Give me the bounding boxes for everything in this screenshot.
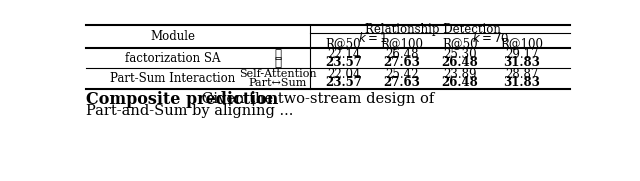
Text: Part-and-Sum by aligning ...: Part-and-Sum by aligning ... [86, 104, 294, 118]
Text: Module: Module [150, 30, 195, 43]
Text: 31.83: 31.83 [503, 76, 540, 89]
Text: $k = 1$: $k = 1$ [358, 31, 387, 45]
Text: 23.57: 23.57 [325, 76, 362, 89]
Text: 23.89: 23.89 [443, 68, 477, 81]
Text: 23.57: 23.57 [325, 56, 362, 69]
Text: 29.17: 29.17 [505, 48, 538, 61]
Text: 28.87: 28.87 [505, 68, 538, 81]
Text: 27.63: 27.63 [383, 56, 420, 69]
Text: Part-Sum Interaction: Part-Sum Interaction [110, 72, 236, 85]
Text: R@100: R@100 [500, 37, 543, 50]
Text: 26.48: 26.48 [442, 76, 478, 89]
Text: ✓: ✓ [274, 56, 281, 69]
Text: ✗: ✗ [274, 48, 281, 61]
Text: 26.48: 26.48 [442, 56, 478, 69]
Text: Part↔Sum: Part↔Sum [248, 77, 307, 88]
Text: Self-Attention: Self-Attention [239, 69, 316, 79]
Text: factorization SA: factorization SA [125, 52, 221, 65]
Text: 25.30: 25.30 [443, 48, 477, 61]
Text: R@100: R@100 [380, 37, 423, 50]
Text: 22.14: 22.14 [327, 48, 360, 61]
Text: 26.48: 26.48 [385, 48, 419, 61]
Text: 25.42: 25.42 [385, 68, 419, 81]
Text: 31.83: 31.83 [503, 56, 540, 69]
Text: Given the two-stream design of: Given the two-stream design of [196, 92, 434, 106]
Text: Relationship Detection: Relationship Detection [365, 23, 500, 36]
Text: 27.63: 27.63 [383, 76, 420, 89]
Text: $k = 70$: $k = 70$ [472, 31, 509, 45]
Text: R@50: R@50 [442, 37, 477, 50]
Text: Composite prediction: Composite prediction [86, 91, 278, 108]
Text: 22.04: 22.04 [327, 68, 360, 81]
Text: R@50: R@50 [326, 37, 362, 50]
